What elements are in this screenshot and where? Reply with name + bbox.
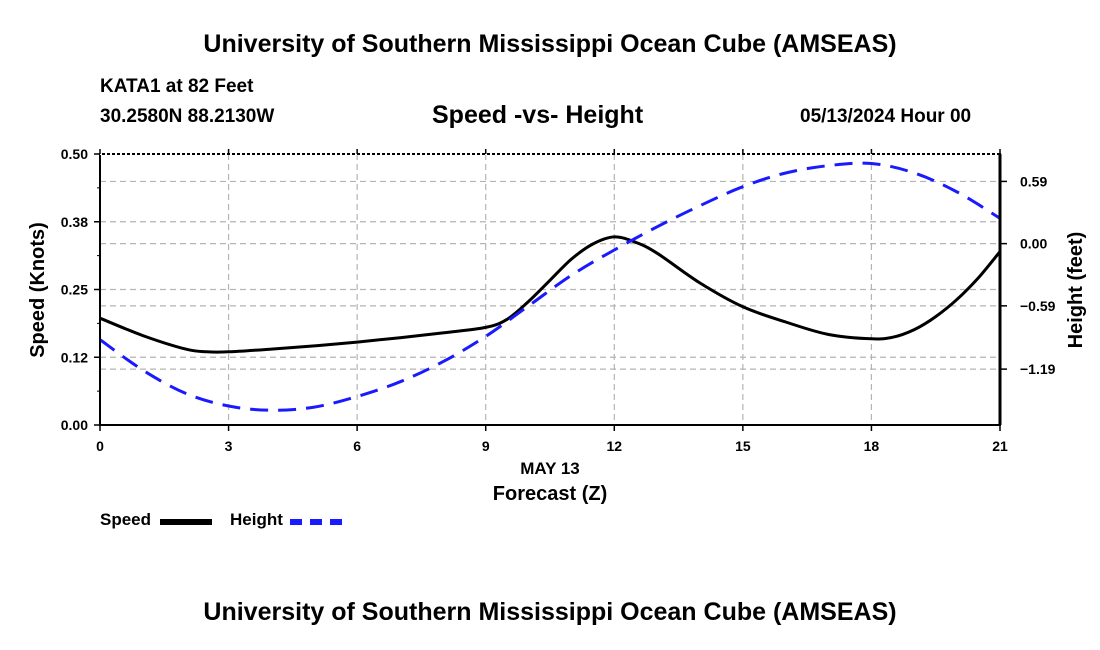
legend-height-label: Height <box>230 510 283 529</box>
station-name: KATA1 at 82 Feet <box>100 76 254 97</box>
x-axis-label: Forecast (Z) <box>493 483 607 505</box>
y-left-tick-label: 0.38 <box>61 214 88 230</box>
x-tick-label: 0 <box>96 438 104 454</box>
chart-title: Speed -vs- Height <box>432 101 644 129</box>
y-right-tick-label: −0.59 <box>1020 298 1056 314</box>
y-right-tick-label: 0.59 <box>1020 173 1047 189</box>
footer-title: University of Southern Mississippi Ocean… <box>203 598 897 626</box>
y-left-tick-label: 0.12 <box>61 349 88 365</box>
x-axis-sublabel: MAY 13 <box>520 459 580 478</box>
series-lines <box>99 161 1002 412</box>
x-tick-label: 18 <box>864 438 880 454</box>
station-coordinates: 30.2580N 88.2130W <box>100 106 275 127</box>
y-right-tick-label: −1.19 <box>1020 361 1056 377</box>
x-tick-label: 21 <box>992 438 1008 454</box>
legend-height-swatch <box>290 519 342 525</box>
forecast-date: 05/13/2024 Hour 00 <box>800 106 972 127</box>
speed-series-line <box>99 235 1002 354</box>
y-right-tick-label: 0.00 <box>1020 236 1047 252</box>
height-series-line <box>99 161 1001 412</box>
y-axis-left-label: Speed (Knots) <box>27 222 49 358</box>
x-tick-label: 3 <box>225 438 233 454</box>
y-axis-right-label: Height (feet) <box>1065 232 1087 349</box>
x-tick-label: 6 <box>353 438 361 454</box>
x-tick-label: 9 <box>482 438 490 454</box>
y-left-tick-label: 0.50 <box>61 146 88 162</box>
x-tick-label: 12 <box>606 438 622 454</box>
y-left-tick-label: 0.25 <box>61 282 88 298</box>
legend-speed-label: Speed <box>100 510 152 529</box>
y-left-tick-label: 0.00 <box>61 417 88 433</box>
axis-ticks: 0 3 6 9 12 15 18 21 0.00 0.12 0.25 0.38 0.50 −1.19 −0.… <box>61 146 1056 454</box>
grid-lines <box>100 154 1000 425</box>
main-title: University of Southern Mississippi Ocean… <box>203 30 897 58</box>
legend-speed-swatch <box>160 519 212 525</box>
x-tick-label: 15 <box>735 438 751 454</box>
